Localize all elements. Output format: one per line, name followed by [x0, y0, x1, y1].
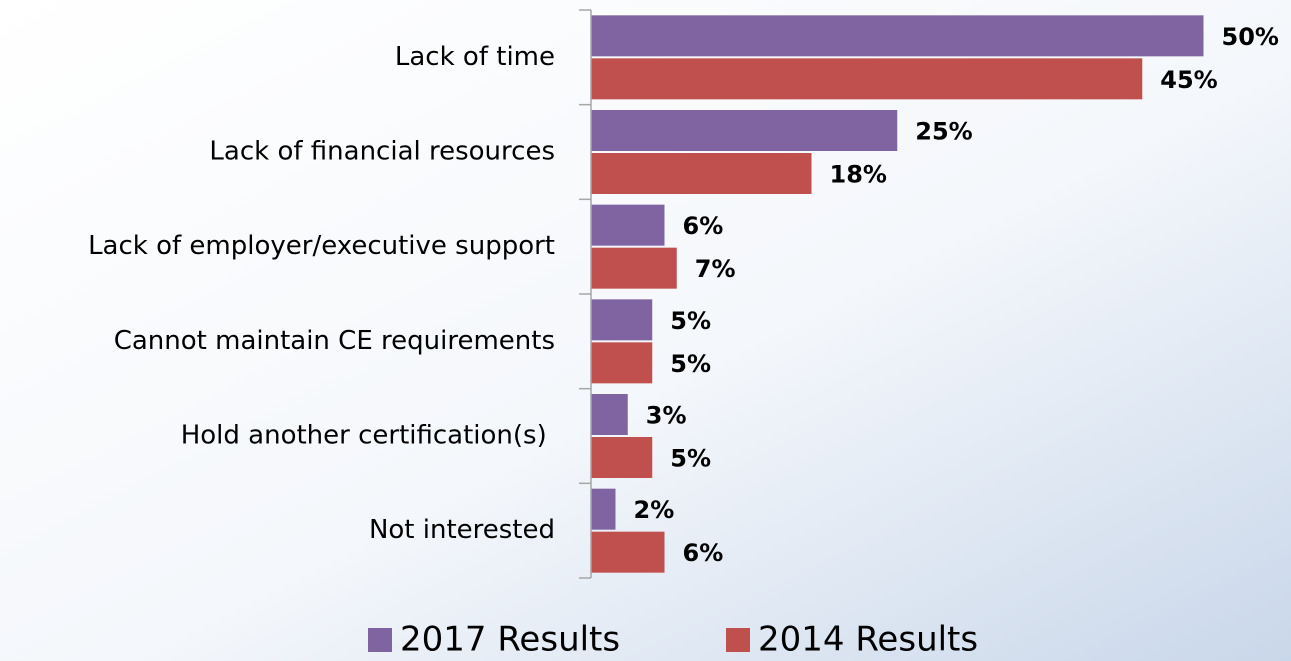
value-label: 7%: [695, 255, 736, 283]
category-label: Lack of time: [395, 42, 555, 72]
bar: [591, 299, 653, 341]
legend-swatch: [368, 628, 392, 652]
bar: [591, 437, 653, 478]
value-label: 2%: [634, 496, 675, 524]
value-label: 45%: [1160, 66, 1217, 94]
value-label: 6%: [683, 539, 724, 567]
value-label: 5%: [670, 350, 711, 378]
category-label: Cannot maintain CE requirements: [114, 326, 555, 356]
legend-swatch: [726, 628, 750, 652]
bar: [591, 488, 616, 530]
value-label: 6%: [683, 212, 724, 240]
value-label: 50%: [1222, 23, 1279, 51]
value-label: 3%: [646, 402, 687, 430]
category-label: Not interested: [369, 515, 555, 545]
bar: [591, 58, 1143, 100]
value-label: 5%: [670, 445, 711, 473]
value-label: 25%: [915, 118, 972, 146]
bar: [591, 153, 812, 194]
bar: [591, 204, 665, 246]
legend-label: 2017 Results: [400, 620, 620, 660]
legend-label: 2014 Results: [758, 620, 978, 660]
bar: [591, 110, 898, 151]
category-label: Hold another certification(s): [181, 421, 555, 451]
bar: [591, 342, 653, 384]
value-label: 5%: [670, 307, 711, 335]
category-label: Lack of financial resources: [209, 137, 555, 167]
bar: [591, 247, 677, 289]
value-label: 18%: [830, 161, 887, 189]
bar: [591, 531, 665, 573]
category-label: Lack of employer/executive support: [88, 231, 555, 261]
bar: [591, 15, 1204, 57]
bar: [591, 394, 628, 435]
